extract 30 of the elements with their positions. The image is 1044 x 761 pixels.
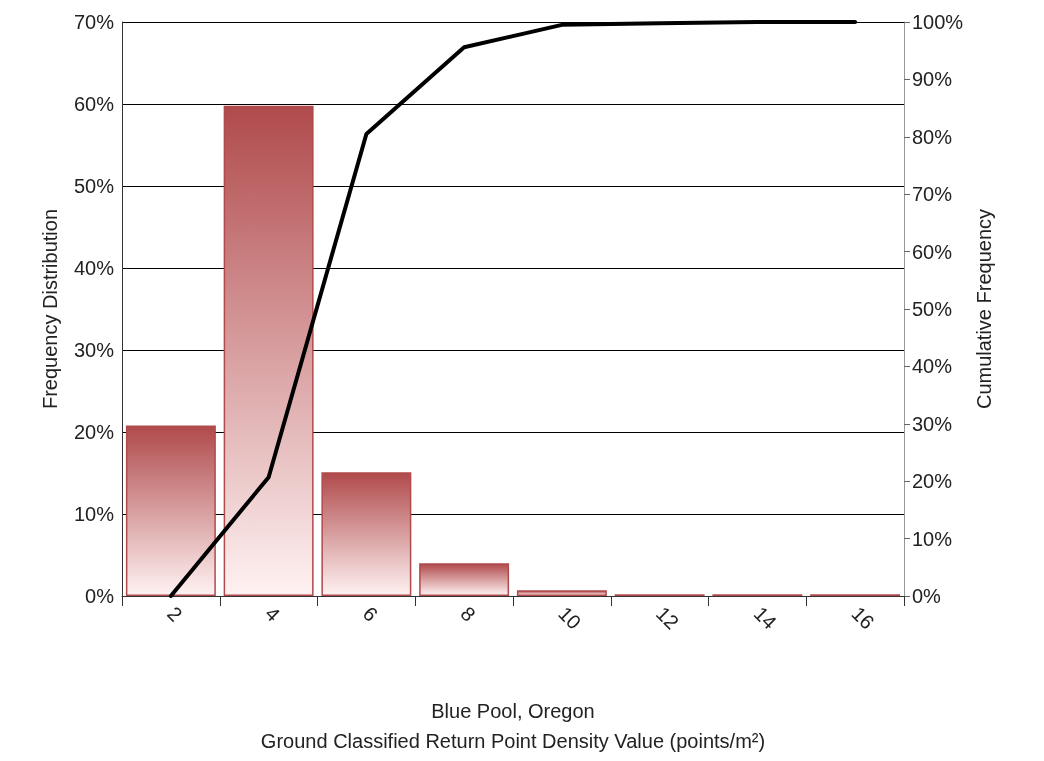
x-axis-title: Blue Pool, Oregon Ground Classified Return Point Density Value (points/m²)	[260, 700, 766, 752]
y2-tick-label: 0%	[912, 585, 942, 607]
y2-tick-label: 80%	[912, 125, 953, 148]
x-tick-label: 8	[456, 602, 480, 626]
x-tick-label: 4	[260, 602, 285, 626]
y-tick-label: 20%	[73, 421, 115, 443]
y-tick-label: 70%	[73, 11, 115, 33]
y-tick-label: 10%	[73, 503, 115, 525]
y2-tick-label: 10%	[912, 527, 953, 550]
y2-axis-title: Cumulative Frequency	[973, 208, 996, 410]
y2-tick-label: 20%	[912, 470, 953, 493]
y-tick-label: 30%	[73, 339, 115, 361]
y2-tick-label: 30%	[912, 412, 953, 435]
x-tick-label: 6	[358, 602, 383, 626]
x-tick-label: 2	[163, 602, 187, 626]
y2-tick-label: 40%	[912, 355, 953, 378]
y2-tick-label: 100%	[912, 11, 964, 33]
x-tick-label: 10	[554, 602, 586, 634]
x-tick-label: 12	[651, 602, 684, 634]
y-tick-label: 0%	[85, 585, 115, 607]
y2-tick-label: 70%	[912, 183, 953, 206]
x-tick-label: 14	[749, 602, 781, 634]
y2-tick-label: 50%	[912, 298, 953, 320]
y-tick-label: 40%	[73, 257, 115, 279]
x-tick-label: 16	[847, 602, 879, 634]
y-tick-label: 60%	[73, 93, 115, 115]
y-tick-label: 50%	[73, 175, 115, 197]
y-axis-title: Frequency Distribution	[39, 208, 61, 410]
y2-tick-label: 90%	[912, 68, 953, 91]
y2-tick-label: 60%	[912, 240, 953, 263]
